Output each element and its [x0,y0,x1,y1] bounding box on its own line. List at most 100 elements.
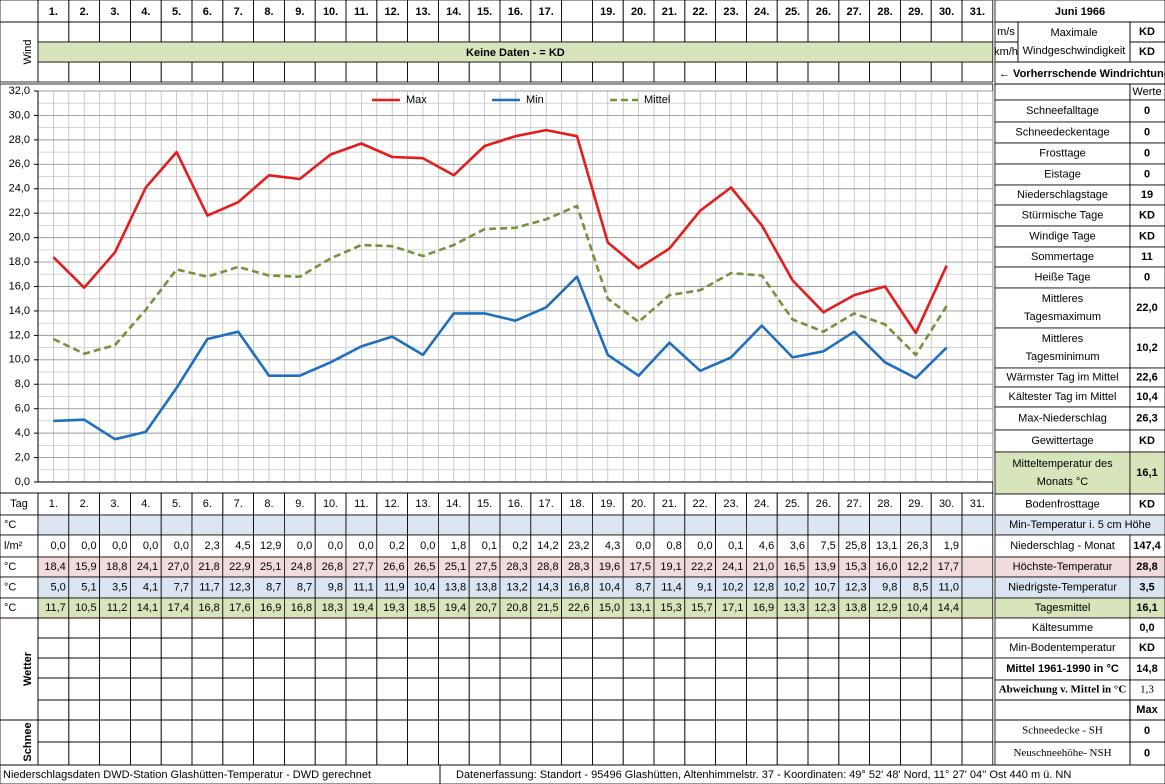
cell [283,677,316,701]
cell [99,741,131,766]
cell [160,637,193,659]
table-value: 16,8 [291,602,312,614]
cell [838,21,870,43]
cell [746,657,778,679]
cell [961,741,994,766]
cell [684,741,716,766]
table-value: 21,0 [753,561,774,573]
cell [376,637,408,659]
cell [622,657,655,679]
table-value: 25,1 [260,561,281,573]
y-tick-label: 0,0 [15,476,30,488]
table-value: 19,3 [383,602,404,614]
stat-value: 19 [1141,189,1153,201]
x-tick-label: 11. [354,498,368,510]
cell [900,514,932,536]
monthly-label: Niedrigste-Temperatur [1008,581,1117,593]
table-value: 5,0 [51,581,66,593]
cell [283,637,316,659]
cell [838,514,870,536]
cell [99,21,131,43]
stat-label: Tagesminimum [1026,351,1100,363]
cell [439,764,1165,784]
table-value: 14,1 [137,602,158,614]
cell [807,719,840,743]
monthly-label: Niederschlag - Monat [1010,540,1115,552]
cell [499,21,532,43]
cell [930,719,963,743]
cell [653,657,686,679]
table-value: 8,7 [636,581,651,593]
stat-value: KD [1139,498,1155,510]
cell [592,719,624,743]
x-tick-label: 20. [631,498,646,510]
table-value: 11,0 [938,581,959,593]
day-header: 28. [877,6,892,18]
cell [622,61,655,83]
cell [869,21,901,43]
table-value: 0,0 [112,540,127,552]
table-value: 20,8 [506,602,527,614]
cell [930,514,963,536]
cell [437,514,470,536]
cell [561,0,593,23]
cell [776,514,809,536]
table-value: 19,4 [352,602,373,614]
cell [253,699,285,721]
cell [561,741,593,766]
cell [684,21,716,43]
row-unit: l/m² [4,540,23,552]
cell [37,741,70,766]
cell [961,556,994,578]
table-value: 22,2 [691,561,712,573]
x-tick-label: 22. [693,498,708,510]
cell [345,699,378,721]
cell [222,21,255,43]
cell [961,534,994,558]
cell [746,617,778,639]
cell [807,21,840,43]
unit: km/h [994,46,1018,58]
cell [499,514,532,536]
cell [253,637,285,659]
table-value: 17,7 [938,561,959,573]
cell [314,61,347,83]
cell [869,637,901,659]
cell [191,61,224,83]
table-value: 8,7 [266,581,281,593]
day-header: 16. [508,6,523,18]
day-header: 27. [847,6,862,18]
cell [746,741,778,766]
day-header: 3. [110,6,119,18]
cell [622,637,655,659]
cell [838,61,870,83]
cell [468,617,501,639]
y-tick-label: 10,0 [9,354,30,366]
footer-left: Niederschlagsdaten DWD-Station Glashütte… [3,769,371,781]
x-tick-label: 26. [816,498,831,510]
cell [746,699,778,721]
monthly-label: Mittel 1961-1990 in °C [1006,663,1119,675]
monthly-value: 28,8 [1136,561,1157,573]
cell [99,699,131,721]
stat-label: Tagesmaximum [1024,311,1101,323]
x-tick-label: 21. [662,498,677,510]
table-value: 22,9 [229,561,250,573]
day-header: 4. [141,6,150,18]
cell [561,21,593,43]
cell [437,617,470,639]
cell [961,677,994,701]
table-value: 0,1 [728,540,743,552]
cell [129,699,162,721]
cell [776,61,809,83]
cell [314,699,347,721]
table-value: 24,1 [722,561,743,573]
cell [222,719,255,743]
cell [283,21,316,43]
day-header: 20. [631,6,646,18]
table-value: 21,8 [198,561,219,573]
cell [253,61,285,83]
cell [930,617,963,639]
cell [530,677,562,701]
cell [530,617,562,639]
